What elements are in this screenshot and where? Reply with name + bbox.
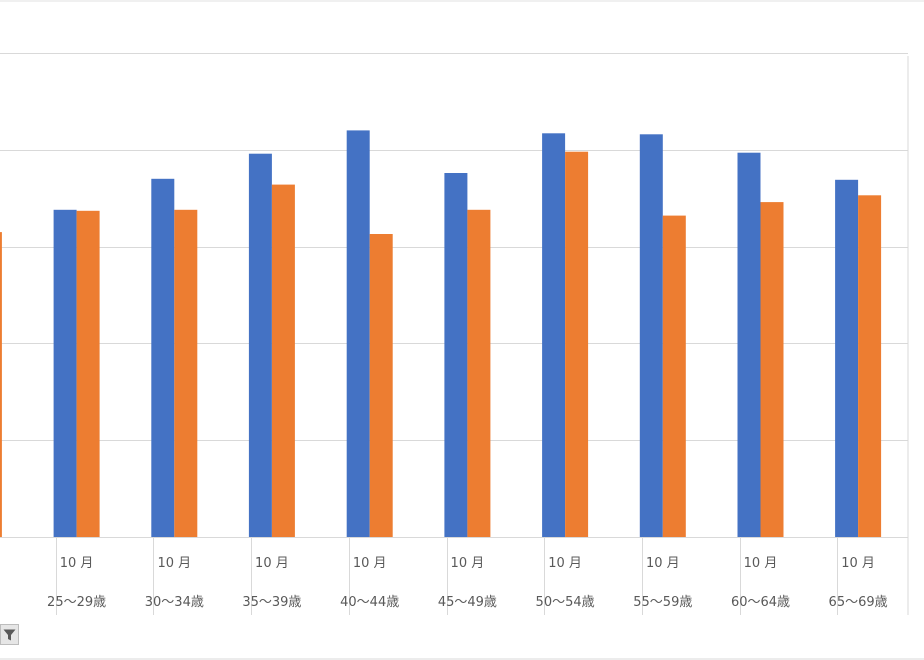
tick-label-month-8: 10 月 — [744, 556, 778, 571]
tick-label-group-1: 25〜29歳 — [47, 595, 106, 610]
bar-series2-0 — [0, 232, 2, 537]
bar-series2-2 — [174, 209, 198, 538]
tick-label-month-4: 10 月 — [353, 556, 387, 571]
tick-label-group-8: 60〜64歳 — [731, 595, 790, 610]
tick-label-month-3: 10 月 — [255, 556, 289, 571]
tick-label-month-5: 10 月 — [451, 556, 485, 571]
bar-series1-9 — [835, 179, 859, 538]
tick-label-group-7: 55〜59歳 — [633, 595, 692, 610]
filter-button[interactable] — [0, 624, 19, 645]
bar-series1-2 — [151, 178, 175, 538]
bar-series2-4 — [369, 234, 393, 537]
bar-series1-3 — [248, 153, 272, 537]
bar-series1-1 — [53, 209, 77, 538]
bar-series2-8 — [760, 202, 784, 537]
tick-label-month-1: 10 月 — [60, 556, 94, 571]
bar-series1-4 — [346, 130, 370, 537]
bar-series2-5 — [467, 209, 491, 538]
bar-series1-7 — [639, 134, 663, 538]
category-axis: 10 月 10 月 25〜29歳 10 月 30〜34歳 10 月 35〜39歳 10 月 40… — [0, 537, 908, 615]
tick-label-month-6: 10 月 — [548, 556, 582, 571]
bar-series2-1 — [76, 210, 100, 538]
tick-label-group-6: 50〜54歳 — [536, 595, 595, 610]
tick-label-month-9: 10 月 — [841, 556, 875, 571]
tick-label-group-3: 35〜39歳 — [242, 595, 301, 610]
tick-label-month-7: 10 月 — [646, 556, 680, 571]
bar-series2-9 — [858, 195, 882, 538]
bar-series1-5 — [444, 173, 468, 537]
tick-label-month-2: 10 月 — [157, 556, 191, 571]
tick-label-group-9: 65〜69歳 — [829, 595, 888, 610]
tick-label-group-2: 30〜34歳 — [145, 595, 204, 610]
bar-series2-6 — [565, 151, 589, 537]
tick-label-group-5: 45〜49歳 — [438, 595, 497, 610]
bars — [0, 130, 882, 538]
bar-series1-6 — [542, 133, 566, 538]
filter-icon — [3, 629, 16, 640]
bar-series2-3 — [271, 184, 295, 537]
bar-series2-7 — [662, 215, 686, 537]
tick-label-group-4: 40〜44歳 — [340, 595, 399, 610]
bar-series1-8 — [737, 152, 761, 537]
